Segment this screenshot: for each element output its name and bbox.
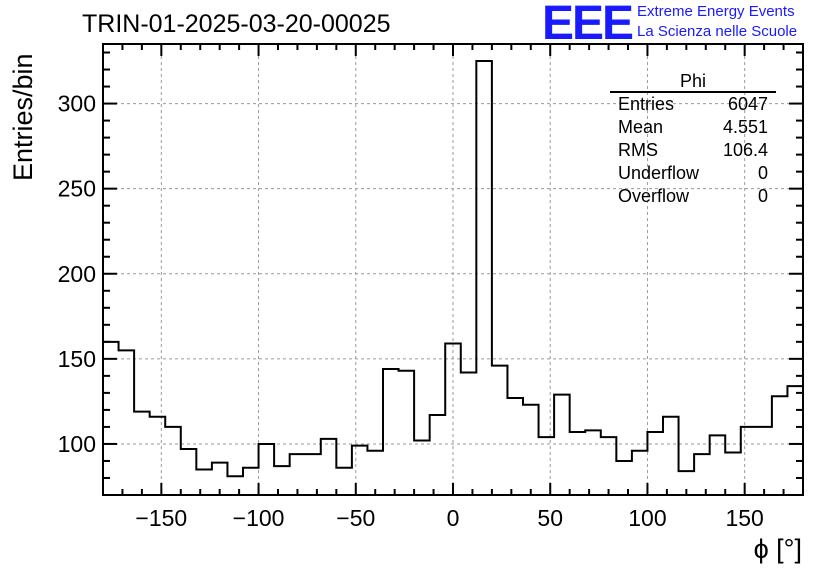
stats-value: 4.551 (722, 117, 768, 137)
y-tick-label: 250 (58, 176, 96, 202)
logo-line-2: La Scienza nelle Scuole (637, 23, 798, 40)
stats-label: RMS (618, 140, 658, 160)
axis-tick-labels: −150 −100 −50 0 50 100 150 100 150 200 250 300 (58, 91, 764, 531)
y-tick-label: 100 (58, 431, 96, 457)
stats-label: Mean (618, 117, 664, 137)
stats-row-underflow: Underflow 0 (610, 162, 776, 185)
x-tick-label: −150 (135, 505, 187, 531)
stats-row-overflow: Overflow 0 (610, 185, 776, 208)
chart-title: TRIN-01-2025-03-20-00025 (82, 10, 391, 38)
stats-value: 6047 (727, 94, 768, 114)
x-tick-label: 50 (537, 505, 563, 531)
stats-value: 106.4 (722, 140, 768, 160)
eee-logo: EEE (542, 0, 634, 50)
x-tick-label: −50 (336, 505, 375, 531)
x-tick-label: −100 (233, 505, 285, 531)
stats-label: Overflow (618, 186, 690, 206)
x-tick-label: 150 (725, 505, 763, 531)
x-axis-label: ϕ [°] (753, 534, 802, 564)
y-tick-label: 200 (58, 261, 96, 287)
y-tick-label: 150 (58, 346, 96, 372)
y-tick-label: 300 (58, 91, 96, 117)
stats-value: 0 (757, 163, 768, 183)
stats-value: 0 (757, 186, 768, 206)
stats-row-rms: RMS 106.4 (610, 139, 776, 162)
stats-box-title: Phi (610, 71, 776, 93)
y-axis-label: Entries/bin (8, 53, 38, 181)
stats-box: Phi Entries 6047 Mean 4.551 RMS 106.4 Un… (610, 71, 776, 208)
stats-row-entries: Entries 6047 (610, 93, 776, 116)
grid-lines (103, 44, 803, 495)
histogram-step-line (103, 60, 804, 478)
stats-label: Underflow (618, 163, 700, 183)
stats-row-mean: Mean 4.551 (610, 116, 776, 139)
axis-ticks (103, 44, 803, 495)
x-tick-label: 100 (628, 505, 666, 531)
stats-label: Entries (618, 94, 675, 114)
logo-line-1: Extreme Energy Events (637, 3, 795, 20)
x-tick-label: 0 (447, 505, 460, 531)
